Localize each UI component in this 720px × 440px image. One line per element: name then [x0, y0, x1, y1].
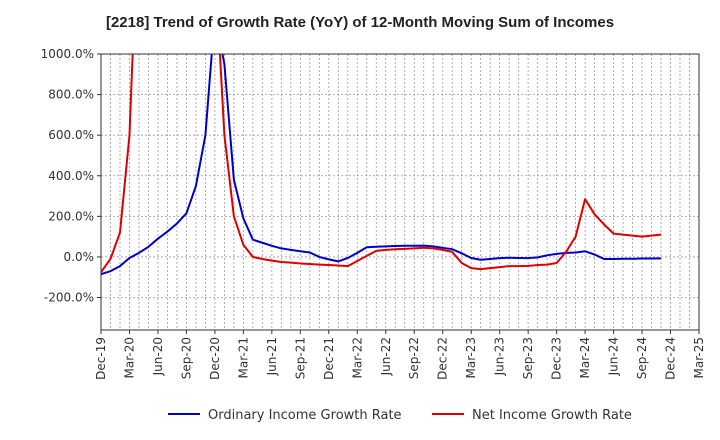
x-tick-label: Mar-25 — [692, 337, 706, 378]
x-tick-label: Dec-21 — [322, 337, 336, 380]
x-tick-label: Dec-22 — [436, 337, 450, 380]
y-tick-label: 400.0% — [48, 169, 94, 183]
x-tick-label: Sep-23 — [521, 337, 535, 379]
x-tick-label: Sep-20 — [179, 337, 193, 379]
x-tick-label: Sep-24 — [635, 337, 649, 379]
x-tick-label: Jun-22 — [379, 337, 393, 376]
x-tick-label: Jun-21 — [265, 337, 279, 376]
y-tick-label: -200.0% — [44, 291, 94, 305]
legend: Ordinary Income Growth Rate Net Income Gr… — [168, 408, 632, 423]
x-tick-label: Jun-20 — [151, 337, 165, 376]
x-axis-ticks: Dec-19 Mar-20 Jun-20 Sep-20 Dec-20 Mar-21 Jun-… — [94, 330, 706, 380]
x-tick-label: Mar-20 — [122, 337, 136, 378]
x-tick-label: Mar-21 — [236, 337, 250, 378]
series-lines — [101, 54, 662, 276]
x-tick-label: Mar-22 — [350, 337, 364, 378]
chart-title: [2218] Trend of Growth Rate (YoY) of 12-… — [105, 14, 615, 31]
x-tick-label: Sep-22 — [407, 337, 421, 379]
x-tick-label: Mar-24 — [578, 337, 592, 378]
y-tick-label: 0.0% — [64, 250, 95, 264]
x-tick-label: Mar-23 — [464, 337, 478, 378]
y-tick-label: 800.0% — [48, 88, 94, 102]
y-tick-label: 200.0% — [48, 209, 94, 223]
x-tick-label: Jun-23 — [493, 337, 507, 376]
series-line-2 — [101, 54, 662, 273]
y-tick-label: 600.0% — [48, 128, 94, 142]
x-tick-label: Jun-24 — [607, 337, 621, 376]
grid-lines — [101, 53, 699, 330]
legend-label-1: Ordinary Income Growth Rate — [208, 408, 402, 423]
y-tick-label: 1000.0% — [41, 47, 94, 61]
legend-label-2: Net Income Growth Rate — [472, 408, 632, 423]
y-axis-ticks: 1000.0% 800.0% 600.0% 400.0% 200.0% 0.0% -200.… — [41, 47, 101, 305]
x-tick-label: Dec-23 — [550, 337, 564, 380]
plot-frame — [100, 53, 700, 331]
series-line-1 — [101, 54, 662, 276]
x-tick-label: Dec-20 — [208, 337, 222, 380]
x-tick-label: Sep-21 — [293, 337, 307, 379]
x-tick-label: Dec-24 — [664, 337, 678, 380]
x-tick-label: Dec-19 — [94, 337, 108, 380]
